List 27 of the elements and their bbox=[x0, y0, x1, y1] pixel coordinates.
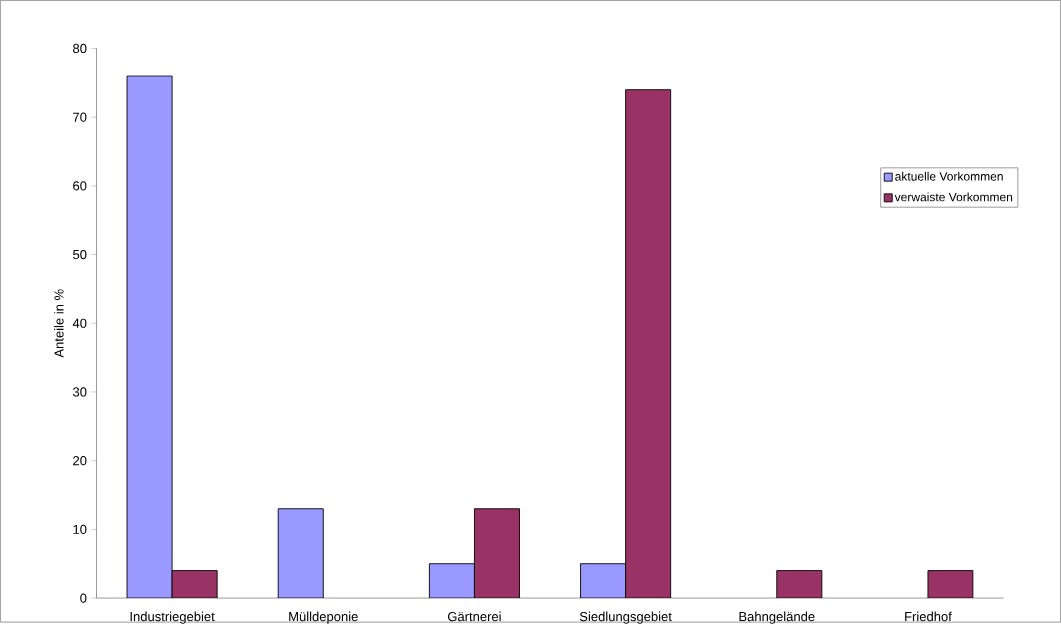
y-tick-label: 50 bbox=[73, 249, 87, 260]
bar bbox=[428, 563, 475, 599]
y-tick-label: 60 bbox=[73, 181, 87, 191]
bar bbox=[776, 570, 823, 599]
y-tick-label: 30 bbox=[72, 387, 87, 397]
y-tick-label: 10 bbox=[73, 524, 87, 534]
y-tick-label: 70 bbox=[73, 112, 87, 122]
x-tick-label: Bahngelände bbox=[739, 611, 815, 624]
x-tick-label: Friedhof bbox=[905, 611, 952, 622]
y-axis-title: Anteile in % bbox=[54, 289, 64, 358]
bar bbox=[473, 508, 520, 599]
y-tick-label: 40 bbox=[72, 318, 87, 328]
bar bbox=[126, 75, 173, 599]
y-tick-label: 20 bbox=[73, 456, 87, 466]
y-tick-label: 0 bbox=[80, 593, 87, 603]
bar bbox=[625, 89, 672, 599]
bar bbox=[927, 570, 974, 599]
y-tick-label: 80 bbox=[73, 43, 87, 54]
legend-label: verwaiste Vorkommen bbox=[894, 192, 1013, 202]
x-tick-label: Industriegebiet bbox=[130, 611, 215, 624]
legend-label: aktuelle Vorkommen bbox=[895, 171, 1003, 181]
bar bbox=[171, 570, 218, 599]
x-tick-label: Gärtnerei bbox=[447, 611, 501, 622]
bar bbox=[580, 563, 627, 599]
x-tick-label: Siedlungsgebiet bbox=[579, 611, 672, 624]
x-tick-label: Mülldeponie bbox=[289, 611, 358, 624]
bar bbox=[277, 508, 324, 599]
